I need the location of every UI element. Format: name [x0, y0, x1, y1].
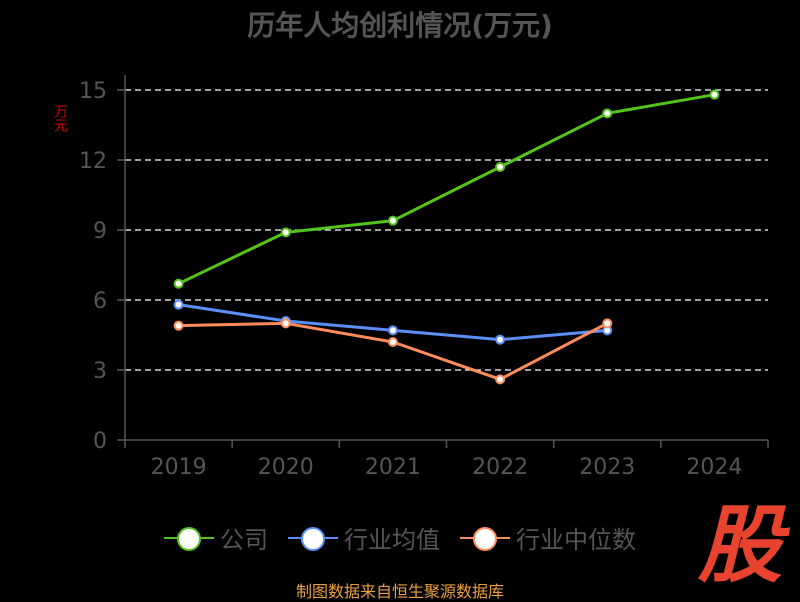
- legend-label: 行业均值: [344, 526, 440, 554]
- series-line-company: [177, 93, 715, 286]
- x-tick-label: 2019: [151, 455, 207, 480]
- data-point-company: [495, 162, 506, 172]
- data-point-industry-mean: [495, 334, 506, 345]
- data-point-industry-median: [495, 374, 506, 385]
- legend-item-industry-mean[interactable]: 行业均值: [288, 520, 440, 555]
- legend-item-company[interactable]: 公司: [164, 520, 268, 555]
- y-tick-label: 15: [79, 79, 107, 104]
- y-tick-label: 3: [93, 359, 107, 384]
- series-lines: [173, 89, 720, 385]
- x-tick-label: 2024: [686, 455, 742, 480]
- x-tick-label: 2023: [579, 455, 635, 480]
- chart-title: 历年人均创利情况(万元): [247, 9, 553, 42]
- x-tick-label: 2021: [365, 455, 421, 480]
- data-point-company: [602, 108, 613, 119]
- data-point-company: [709, 89, 720, 100]
- y-tick-label: 6: [93, 289, 107, 314]
- x-tick-label: 2022: [472, 455, 528, 480]
- data-point-industry-median: [173, 320, 184, 331]
- data-point-company: [387, 215, 398, 226]
- data-point-industry-mean: [387, 325, 398, 336]
- legend-marker-icon: [288, 523, 338, 553]
- legend-label: 公司: [220, 526, 268, 554]
- data-point-industry-median: [602, 318, 613, 329]
- grid-lines: [125, 89, 768, 371]
- y-tick-label: 9: [93, 219, 107, 244]
- legend-item-industry-median[interactable]: 行业中位数: [460, 520, 636, 555]
- legend: 公司 行业均值 行业中位数: [0, 520, 800, 555]
- data-point-industry-mean: [173, 299, 184, 310]
- data-point-industry-median: [387, 337, 398, 347]
- data-point-company: [173, 278, 184, 289]
- data-point-industry-median: [280, 318, 291, 329]
- y-axis-unit-label: 万元: [52, 104, 68, 132]
- legend-marker-icon: [460, 523, 510, 553]
- x-tick-label: 2020: [258, 455, 314, 480]
- watermark-logo: 股: [697, 496, 782, 594]
- y-tick-label: 0: [93, 429, 107, 454]
- legend-marker-icon: [164, 523, 214, 553]
- y-tick-label: 12: [79, 149, 107, 174]
- data-point-company: [280, 227, 291, 238]
- source-note: 制图数据来自恒生聚源数据库: [295, 582, 504, 601]
- axes: 0 3 6 9 12 15 2019 2020 2021 2022 2023 2024: [79, 75, 769, 480]
- legend-label: 行业中位数: [516, 526, 636, 554]
